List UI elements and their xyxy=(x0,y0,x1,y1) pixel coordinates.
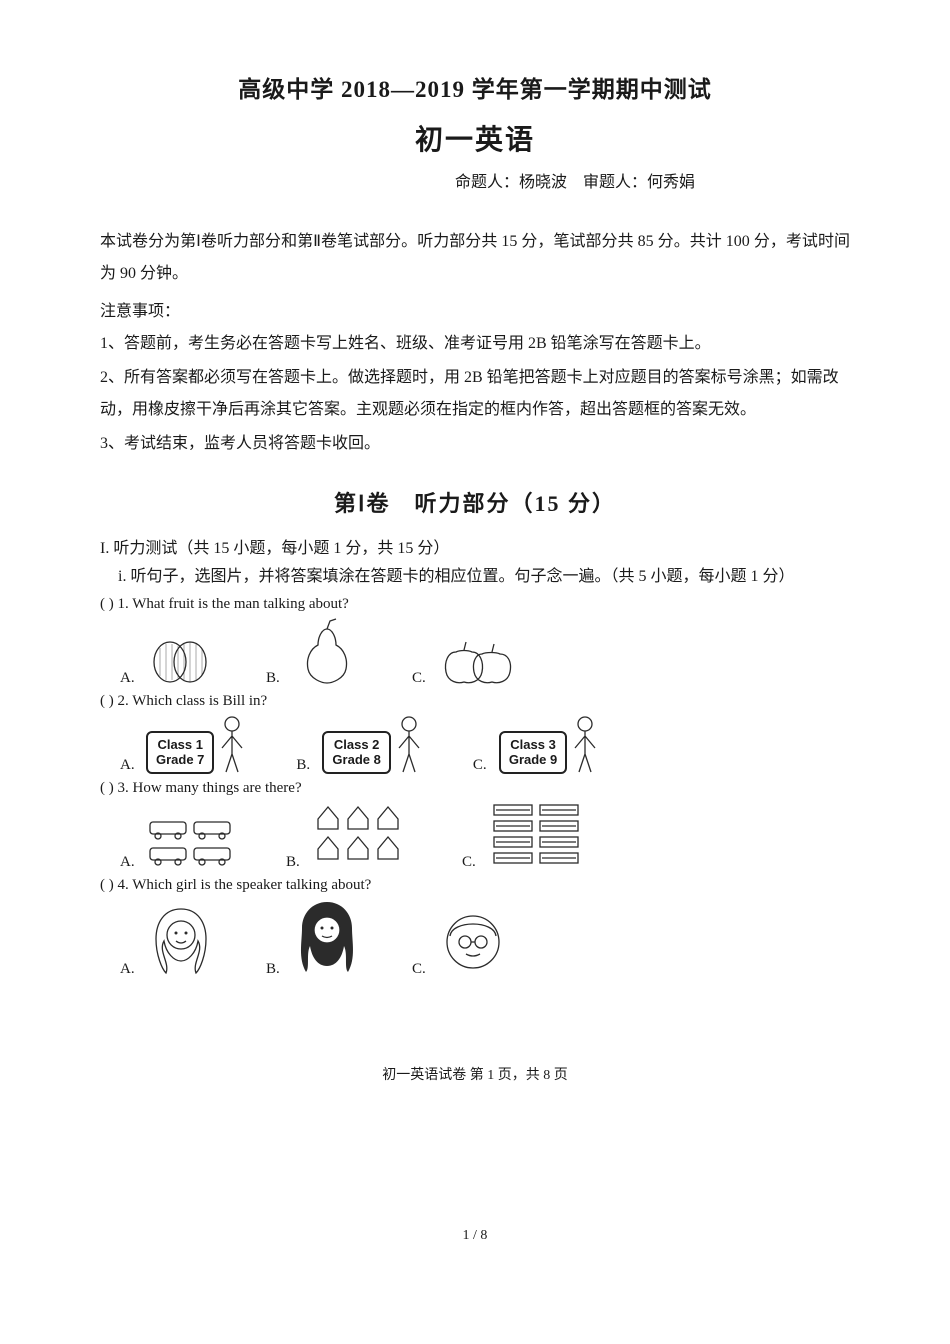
authors-line: 命题人：杨晓波 审题人：何秀娟 xyxy=(100,168,850,192)
pear-icon xyxy=(292,617,362,687)
question-2-options: A. Class 1 Grade 7 B. Class 2 Grade 8 xyxy=(120,714,850,774)
class-card-a: Class 1 Grade 7 xyxy=(146,731,214,774)
opt-label: A. xyxy=(120,961,140,978)
opt-label: C. xyxy=(473,757,493,774)
question-2-prompt: ( ) 2. Which class is Bill in? xyxy=(100,693,850,710)
listening-head: I. 听力测试（共 15 小题，每小题 1 分，共 15 分） xyxy=(100,534,850,558)
class-card-b-line2: Grade 8 xyxy=(332,752,380,768)
class-card-b: Class 2 Grade 8 xyxy=(322,731,390,774)
section-1-title: 第Ⅰ卷 听力部分（15 分） xyxy=(100,486,850,518)
apples-icon xyxy=(438,632,518,687)
opt-label: B. xyxy=(266,670,286,687)
class-card-b-line1: Class 2 xyxy=(332,737,380,753)
q4-option-b: B. xyxy=(266,898,362,978)
question-4-prompt: ( ) 4. Which girl is the speaker talking… xyxy=(100,877,850,894)
main-title: 高级中学 2018—2019 学年第一学期期中测试 xyxy=(100,70,850,104)
child-icon xyxy=(395,714,423,774)
title-block: 高级中学 2018—2019 学年第一学期期中测试 初一英语 xyxy=(100,70,850,158)
child-icon xyxy=(571,714,599,774)
q3-option-a: A. xyxy=(120,816,236,871)
sub-title: 初一英语 xyxy=(100,118,850,158)
footer-page-number: 1 / 8 xyxy=(0,1228,950,1244)
listening-sub: i. 听句子，选图片，并将答案填涂在答题卡的相应位置。句子念一遍。（共 5 小题… xyxy=(100,562,850,586)
opt-label: A. xyxy=(120,670,140,687)
question-4-options: A. B. C. xyxy=(120,898,850,978)
girl-curly-icon xyxy=(292,898,362,978)
opt-label: A. xyxy=(120,854,140,871)
books-icon xyxy=(488,801,588,871)
girl-wavy-icon xyxy=(146,903,216,978)
notice-item-2: 2、所有答案都必须写在答题卡上。做选择题时，用 2B 铅笔把答题卡上对应题目的答… xyxy=(100,362,850,426)
class-card-c-line1: Class 3 xyxy=(509,737,557,753)
q4-option-c: C. xyxy=(412,908,508,978)
class-card-c: Class 3 Grade 9 xyxy=(499,731,567,774)
q3-option-c: C. xyxy=(462,801,588,871)
class-card-c-line2: Grade 9 xyxy=(509,752,557,768)
notice-heading: 注意事项： xyxy=(100,296,850,328)
q1-option-b: B. xyxy=(266,617,362,687)
footer-page-line: 初一英语试卷 第 1 页，共 8 页 xyxy=(0,1064,950,1084)
class-card-a-line1: Class 1 xyxy=(156,737,204,753)
q2-option-c: C. Class 3 Grade 9 xyxy=(473,714,599,774)
opt-label: C. xyxy=(462,854,482,871)
houses-icon xyxy=(312,801,412,871)
question-3-options: A. B. C. xyxy=(120,801,850,871)
class-card-a-line2: Grade 7 xyxy=(156,752,204,768)
question-1-prompt: ( ) 1. What fruit is the man talking abo… xyxy=(100,596,850,613)
child-icon xyxy=(218,714,246,774)
opt-label: B. xyxy=(286,854,306,871)
q2-option-b: B. Class 2 Grade 8 xyxy=(296,714,422,774)
opt-label: A. xyxy=(120,757,140,774)
opt-label: C. xyxy=(412,961,432,978)
cars-icon xyxy=(146,816,236,871)
q2-option-a: A. Class 1 Grade 7 xyxy=(120,714,246,774)
opt-label: B. xyxy=(296,757,316,774)
q1-option-a: A. xyxy=(120,632,216,687)
q4-option-a: A. xyxy=(120,903,216,978)
girl-glasses-icon xyxy=(438,908,508,978)
opt-label: C. xyxy=(412,670,432,687)
q1-option-c: C. xyxy=(412,632,518,687)
question-1-options: A. B. C. xyxy=(120,617,850,687)
intro-paragraph: 本试卷分为第Ⅰ卷听力部分和第Ⅱ卷笔试部分。听力部分共 15 分，笔试部分共 85… xyxy=(100,226,850,290)
opt-label: B. xyxy=(266,961,286,978)
q3-option-b: B. xyxy=(286,801,412,871)
notice-item-1: 1、答题前，考生务必在答题卡写上姓名、班级、准考证号用 2B 铅笔涂写在答题卡上… xyxy=(100,328,850,360)
notice-item-3: 3、考试结束，监考人员将答题卡收回。 xyxy=(100,428,850,460)
question-3-prompt: ( ) 3. How many things are there? xyxy=(100,780,850,797)
kiwi-icon xyxy=(146,632,216,687)
